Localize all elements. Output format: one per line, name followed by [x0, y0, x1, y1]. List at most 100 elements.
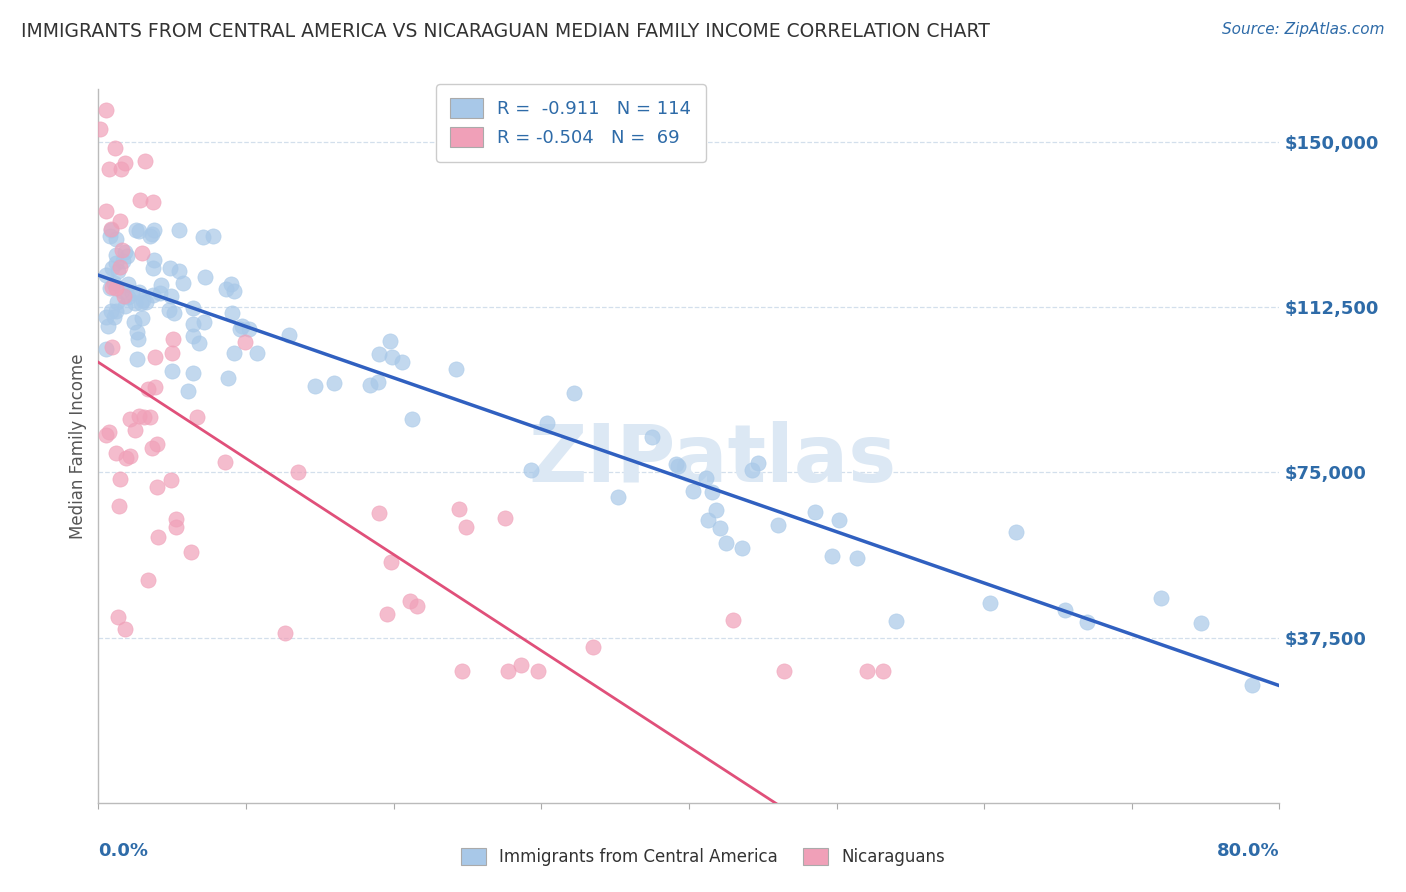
Point	[111, 253, 134, 268]
Point	[700, 485, 723, 500]
Point	[143, 350, 166, 364]
Point	[222, 346, 245, 360]
Legend: Immigrants from Central America, Nicaraguans: Immigrants from Central America, Nicarag…	[453, 840, 953, 875]
Text: IMMIGRANTS FROM CENTRAL AMERICA VS NICARAGUAN MEDIAN FAMILY INCOME CORRELATION C: IMMIGRANTS FROM CENTRAL AMERICA VS NICAR…	[21, 22, 990, 41]
Point	[380, 334, 402, 349]
Point	[536, 417, 558, 431]
Text: 80.0%: 80.0%	[1216, 842, 1279, 860]
Point	[304, 379, 326, 393]
Point	[103, 141, 125, 155]
Point	[142, 260, 165, 275]
Point	[107, 499, 129, 513]
Point	[872, 664, 894, 678]
Text: 0.0%: 0.0%	[98, 842, 149, 860]
Point	[142, 287, 165, 301]
Point	[118, 412, 141, 426]
Point	[219, 277, 242, 291]
Point	[132, 293, 155, 307]
Point	[103, 276, 125, 290]
Point	[117, 290, 139, 304]
Point	[112, 288, 135, 302]
Point	[233, 334, 256, 349]
Point	[143, 223, 166, 237]
Point	[165, 512, 187, 526]
Point	[97, 319, 120, 334]
Point	[103, 310, 125, 324]
Point	[115, 451, 138, 466]
Point	[105, 248, 128, 262]
Point	[159, 289, 181, 303]
Point	[215, 282, 238, 296]
Point	[146, 480, 169, 494]
Point	[1150, 591, 1173, 605]
Text: Source: ZipAtlas.com: Source: ZipAtlas.com	[1222, 22, 1385, 37]
Point	[979, 596, 1001, 610]
Point	[391, 355, 413, 369]
Point	[135, 295, 157, 310]
Point	[827, 513, 849, 527]
Point	[214, 455, 236, 469]
Point	[142, 194, 165, 209]
Point	[128, 224, 150, 238]
Point	[172, 276, 194, 290]
Point	[97, 161, 120, 176]
Point	[94, 204, 117, 219]
Point	[186, 410, 208, 425]
Point	[124, 295, 146, 310]
Point	[217, 370, 239, 384]
Point	[224, 284, 246, 298]
Point	[494, 510, 516, 524]
Text: ZIPatlas: ZIPatlas	[529, 421, 897, 500]
Point	[94, 103, 117, 117]
Point	[101, 340, 124, 354]
Point	[380, 554, 402, 568]
Point	[165, 520, 187, 534]
Point	[131, 245, 153, 260]
Point	[100, 222, 122, 236]
Point	[114, 622, 136, 636]
Point	[89, 122, 111, 136]
Point	[723, 613, 745, 627]
Point	[110, 260, 132, 274]
Point	[105, 281, 128, 295]
Point	[273, 625, 295, 640]
Point	[108, 214, 131, 228]
Point	[115, 249, 138, 263]
Point	[704, 503, 727, 517]
Point	[107, 609, 129, 624]
Point	[451, 664, 474, 678]
Point	[375, 607, 398, 621]
Point	[94, 342, 117, 356]
Point	[114, 299, 136, 313]
Point	[641, 430, 664, 444]
Point	[94, 268, 117, 282]
Point	[562, 385, 585, 400]
Point	[96, 310, 118, 325]
Point	[139, 409, 162, 424]
Point	[191, 230, 214, 244]
Point	[181, 301, 204, 315]
Point	[136, 574, 159, 588]
Point	[100, 304, 122, 318]
Point	[367, 375, 389, 389]
Point	[368, 506, 391, 520]
Point	[100, 261, 122, 276]
Point	[181, 366, 204, 380]
Point	[105, 295, 128, 310]
Point	[98, 425, 121, 439]
Point	[160, 346, 183, 360]
Point	[117, 277, 139, 292]
Point	[401, 411, 423, 425]
Point	[162, 332, 184, 346]
Point	[181, 329, 204, 343]
Point	[110, 162, 132, 177]
Point	[456, 520, 478, 534]
Point	[238, 321, 260, 335]
Point	[94, 428, 117, 442]
Point	[120, 449, 142, 463]
Point	[582, 640, 605, 654]
Y-axis label: Median Family Income: Median Family Income	[69, 353, 87, 539]
Point	[1076, 615, 1098, 629]
Point	[104, 232, 127, 246]
Point	[846, 550, 869, 565]
